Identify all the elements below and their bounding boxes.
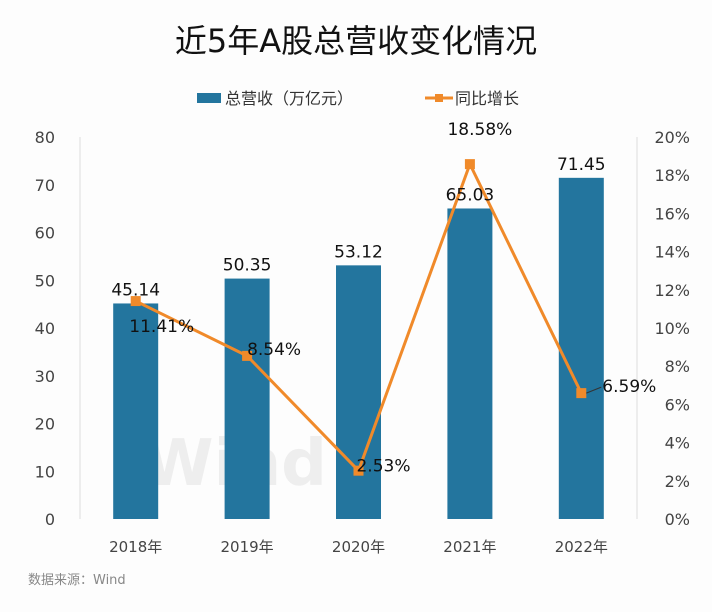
bar-value-label: 71.45 <box>557 155 606 175</box>
growth-value-label: 8.54% <box>247 340 301 360</box>
left-axis-tick-label: 70 <box>35 176 55 195</box>
legend-line-label: 同比增长 <box>455 89 519 108</box>
left-axis-tick-label: 50 <box>35 271 55 290</box>
x-axis-tick-label: 2021年 <box>443 538 496 556</box>
right-axis-tick-label: 12% <box>654 281 690 300</box>
growth-point <box>242 350 253 361</box>
bar <box>224 278 270 519</box>
right-axis-tick-label: 16% <box>654 204 690 223</box>
growth-value-label: 11.41% <box>129 317 194 337</box>
left-axis-tick-label: 10 <box>35 462 55 481</box>
growth-point <box>130 296 141 307</box>
legend-bar-label: 总营收（万亿元） <box>225 89 353 108</box>
legend: 总营收（万亿元） 同比增长 <box>197 89 519 108</box>
right-axis-tick-label: 10% <box>654 319 690 338</box>
source-note: 数据来源：Wind <box>28 573 126 588</box>
x-axis-tick-label: 2018年 <box>109 538 162 556</box>
growth-point <box>353 465 364 476</box>
bar <box>336 265 381 519</box>
x-axis-tick-label: 2019年 <box>221 538 274 556</box>
right-axis-tick-label: 18% <box>654 166 690 185</box>
chart-title: 近5年A股总营收变化情况 <box>175 22 537 60</box>
left-axis-tick-label: 40 <box>35 319 55 338</box>
left-axis-tick-label: 20 <box>35 415 55 434</box>
growth-point <box>576 388 587 399</box>
legend-line-marker <box>435 94 443 102</box>
right-axis-tick-label: 2% <box>665 472 690 491</box>
left-axis-tick-label: 80 <box>35 128 55 147</box>
x-axis-tick-label: 2020年 <box>332 538 385 556</box>
bar-value-label: 65.03 <box>446 185 495 205</box>
growth-value-label: 18.58% <box>447 120 512 140</box>
bar-value-label: 53.12 <box>334 242 383 262</box>
growth-value-label: 6.59% <box>602 377 656 397</box>
bar-value-label: 45.14 <box>111 280 160 300</box>
left-axis-tick-label: 30 <box>35 367 55 386</box>
right-axis-tick-label: 14% <box>654 243 690 262</box>
left-axis-tick-label: 0 <box>45 510 55 529</box>
right-axis-tick-label: 8% <box>665 357 690 376</box>
bar <box>113 303 159 519</box>
growth-point <box>464 159 475 170</box>
right-axis-tick-label: 0% <box>665 510 690 529</box>
x-axis-tick-label: 2022年 <box>555 538 608 556</box>
left-axis-tick-label: 60 <box>35 224 55 243</box>
bar <box>558 177 604 520</box>
right-axis-tick-label: 6% <box>665 395 690 414</box>
bar-value-label: 50.35 <box>223 256 272 276</box>
right-axis-tick-label: 4% <box>665 434 690 453</box>
right-axis-tick-label: 20% <box>654 128 690 147</box>
label-leader-line <box>586 386 602 394</box>
growth-value-label: 2.53% <box>356 457 410 477</box>
bar <box>447 208 493 519</box>
legend-bar-swatch <box>197 93 221 103</box>
